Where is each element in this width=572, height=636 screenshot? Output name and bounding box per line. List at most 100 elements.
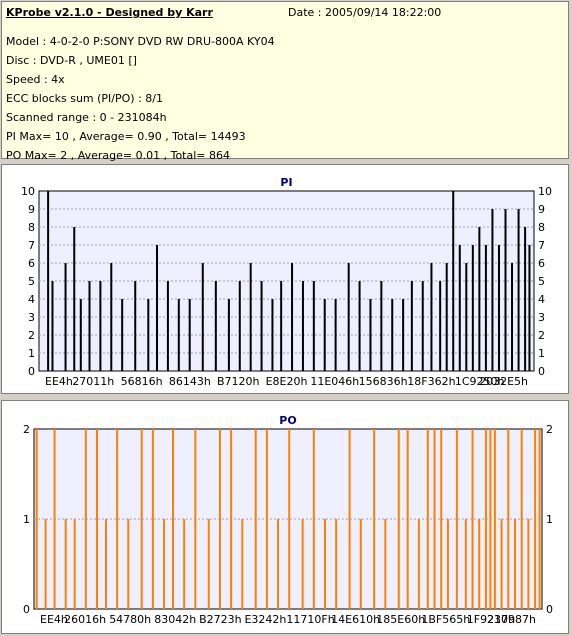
- po-bar: [348, 429, 351, 609]
- pi-x-tick: 18F362h: [407, 375, 455, 388]
- pi-x-tick: 56816h: [121, 375, 163, 388]
- pi-bar: [47, 191, 50, 371]
- pi-bar: [458, 245, 461, 371]
- pi-bar: [312, 281, 315, 371]
- pi-bar: [166, 281, 169, 371]
- pi-y-tick-right: 7: [538, 239, 545, 252]
- po-bar: [277, 519, 280, 609]
- pi-y-tick-right: 3: [538, 311, 545, 324]
- pi-x-tick: 1C9250h: [455, 375, 505, 388]
- pi-bar: [524, 227, 527, 371]
- pi-bar: [260, 281, 263, 371]
- pi-bar: [347, 263, 350, 371]
- pi-bar: [134, 281, 137, 371]
- po-x-tick: E3242h: [244, 613, 286, 626]
- pi-bar: [64, 263, 67, 371]
- po-chart-title: PO: [279, 414, 296, 427]
- po-bar: [265, 429, 268, 609]
- info-line-disc: Disc : DVD-R , UME01 []: [6, 54, 137, 67]
- po-bar: [218, 429, 221, 609]
- po-y-tick-right: 1: [546, 513, 553, 526]
- pi-bar: [497, 245, 500, 371]
- po-bar: [241, 519, 244, 609]
- pi-bar: [73, 227, 76, 371]
- po-bar: [116, 429, 119, 609]
- pi-y-tick-right: 10: [538, 185, 552, 198]
- po-bar: [433, 429, 436, 609]
- pi-bar: [110, 263, 113, 371]
- pi-bar: [369, 299, 372, 371]
- pi-y-tick-left: 8: [28, 221, 35, 234]
- pi-bar: [410, 281, 413, 371]
- pi-bar: [430, 263, 433, 371]
- po-x-tick: 83042h: [154, 613, 196, 626]
- po-bar: [484, 429, 487, 609]
- po-bar: [417, 519, 420, 609]
- info-line-speed: Speed : 4x: [6, 73, 65, 86]
- po-bar: [455, 429, 458, 609]
- pi-y-tick-left: 7: [28, 239, 35, 252]
- po-bar: [183, 519, 186, 609]
- pi-bar: [402, 299, 405, 371]
- po-bar: [194, 429, 197, 609]
- po-bar: [84, 429, 87, 609]
- po-bar: [323, 519, 326, 609]
- po-bar: [151, 429, 154, 609]
- po-x-tick: 185E60h: [376, 613, 425, 626]
- po-bar: [489, 429, 492, 609]
- pi-y-tick-left: 1: [28, 347, 35, 360]
- pi-bar: [121, 299, 124, 371]
- pi-bar: [249, 263, 252, 371]
- pi-y-tick-right: 9: [538, 203, 545, 216]
- pi-y-tick-left: 6: [28, 257, 35, 270]
- po-x-tick: 11710Fh: [286, 613, 334, 626]
- po-bar: [446, 519, 449, 609]
- po-bar: [35, 429, 38, 609]
- app-title: KProbe v2.1.0 - Designed by Karr: [6, 6, 213, 19]
- pi-bar: [201, 263, 204, 371]
- po-bar: [397, 429, 400, 609]
- po-bar: [254, 429, 257, 609]
- pi-bar: [147, 299, 150, 371]
- pi-bar: [188, 299, 191, 371]
- po-bar: [406, 429, 409, 609]
- pi-bar: [380, 281, 383, 371]
- po-bar: [207, 519, 210, 609]
- pi-chart-title: PI: [280, 176, 292, 189]
- scan-date: Date : 2005/09/14 18:22:00: [288, 6, 442, 19]
- pi-bar: [478, 227, 481, 371]
- pi-y-tick-left: 0: [28, 365, 35, 378]
- pi-bar: [334, 299, 337, 371]
- pi-y-tick-right: 2: [538, 329, 545, 342]
- po-bar: [426, 429, 429, 609]
- po-bar: [53, 429, 56, 609]
- pi-x-tick: 11E046h: [310, 375, 359, 388]
- pi-bar: [280, 281, 283, 371]
- po-bar: [73, 519, 76, 609]
- po-bar: [500, 519, 503, 609]
- pi-bar: [439, 281, 442, 371]
- pi-bar: [99, 281, 102, 371]
- po-bar: [44, 519, 47, 609]
- pi-bar: [323, 299, 326, 371]
- pi-bar: [465, 263, 468, 371]
- pi-x-tick: 27011h: [72, 375, 114, 388]
- po-bar: [64, 519, 67, 609]
- po-bar: [538, 429, 541, 609]
- po-bar: [373, 429, 376, 609]
- pi-bar: [271, 299, 274, 371]
- pi-bar: [177, 299, 180, 371]
- info-panel: KProbe v2.1.0 - Designed by Karr Date : …: [1, 1, 569, 162]
- po-bar: [534, 429, 537, 609]
- pi-x-tick: EE4h: [45, 375, 73, 388]
- pi-bar: [51, 281, 54, 371]
- pi-y-tick-left: 5: [28, 275, 35, 288]
- po-bar: [104, 519, 107, 609]
- pi-y-tick-left: 10: [21, 185, 35, 198]
- info-line-po-stats: PO Max= 2 , Average= 0.01 , Total= 864: [6, 149, 230, 162]
- pi-x-tick: B7120h: [217, 375, 260, 388]
- po-y-tick-left: 2: [23, 423, 30, 436]
- info-line-model: Model : 4-0-2-0 P:SONY DVD RW DRU-800A K…: [6, 35, 275, 48]
- po-x-tick: EE4h: [40, 613, 68, 626]
- po-x-tick: 230987h: [487, 613, 536, 626]
